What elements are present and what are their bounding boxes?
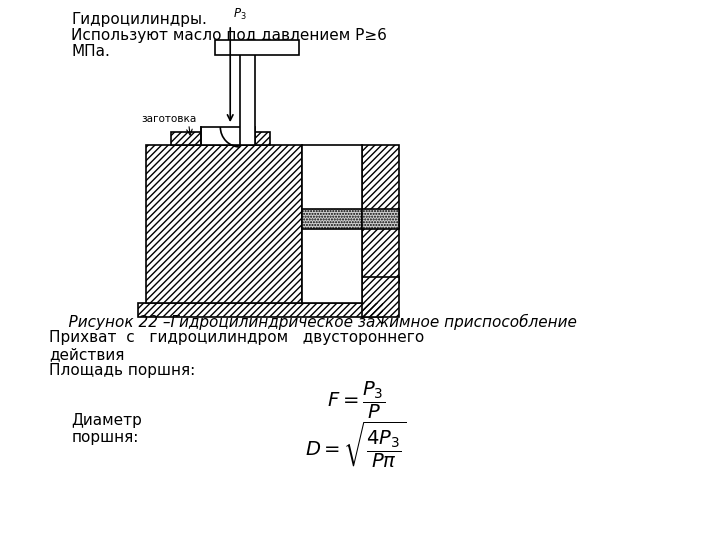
Bar xyxy=(240,50,255,145)
Bar xyxy=(361,145,399,283)
Text: МПа.: МПа. xyxy=(71,44,110,59)
Bar xyxy=(302,209,361,229)
Bar xyxy=(138,303,383,317)
Text: $F = \dfrac{P_3}{P}$: $F = \dfrac{P_3}{P}$ xyxy=(327,380,384,421)
Text: действия: действия xyxy=(50,347,125,362)
Text: Рисунок 22 –Гидроцилиндрическое зажимное приспособление: Рисунок 22 –Гидроцилиндрическое зажимное… xyxy=(50,314,577,330)
Bar xyxy=(138,303,383,317)
Text: Площадь поршня:: Площадь поршня: xyxy=(50,363,196,378)
Text: $P_3$: $P_3$ xyxy=(233,7,247,22)
Text: Диаметр: Диаметр xyxy=(71,413,142,428)
Bar xyxy=(302,145,361,214)
Text: поршня:: поршня: xyxy=(71,430,138,445)
Text: Гидроцилиндры.: Гидроцилиндры. xyxy=(71,12,207,27)
Bar xyxy=(146,145,302,303)
Bar xyxy=(302,214,361,303)
Text: Прихват  с   гидроцилиндром   двустороннего: Прихват с гидроцилиндром двустороннего xyxy=(50,330,425,345)
Bar xyxy=(361,209,399,229)
Text: заготовка: заготовка xyxy=(141,114,197,124)
Bar xyxy=(361,277,399,317)
Bar xyxy=(215,40,300,55)
Text: Используют масло под давлением Р≥6: Используют масло под давлением Р≥6 xyxy=(71,28,387,43)
Bar xyxy=(171,132,270,145)
Bar xyxy=(201,127,255,145)
Text: $D = \sqrt{\dfrac{4P_3}{P\pi}}$: $D = \sqrt{\dfrac{4P_3}{P\pi}}$ xyxy=(305,420,406,471)
